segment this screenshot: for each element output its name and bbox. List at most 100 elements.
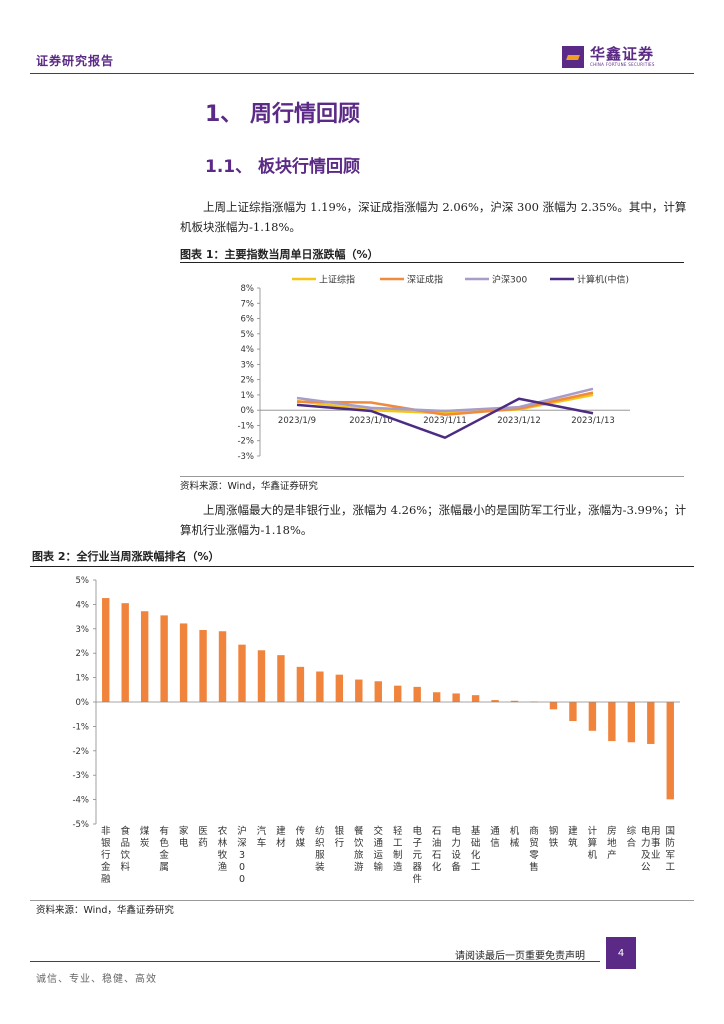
bar — [121, 603, 129, 702]
logo-en-text: CHINA FORTUNE SECURITIES — [590, 62, 655, 67]
y-tick-label: 8% — [241, 284, 255, 294]
x-tick-label: 房地产 — [607, 825, 617, 861]
bar — [238, 644, 246, 702]
figure2-bar-chart: 5% 4% 3% 2% 1% 0% -1% -2% -3% -4% -5% 非银行金融食品饮料煤炭有色… — [72, 576, 680, 885]
bar — [102, 598, 110, 702]
y-tick-label: -3% — [72, 771, 89, 781]
bar — [140, 611, 149, 702]
legend-label: 计算机(中信) — [577, 274, 629, 286]
x-tick-label: 餐饮旅游 — [354, 825, 364, 873]
x-tick-label: 有色金属 — [159, 825, 169, 873]
x-tick-label: 建筑 — [568, 825, 578, 849]
x-tick-label: 2023/1/11 — [423, 416, 467, 426]
x-tick-label: 非银行金融 — [101, 825, 111, 885]
bar — [569, 702, 577, 722]
x-tick-label: 传媒 — [296, 825, 306, 849]
y-tick-label: 4% — [241, 345, 255, 355]
y-tick-label: 5% — [76, 576, 90, 586]
bar — [218, 631, 227, 702]
bar — [179, 623, 188, 702]
y-tick-label: -1% — [237, 421, 254, 431]
y-tick-label: 5% — [241, 330, 255, 340]
bar — [374, 681, 382, 702]
bar — [277, 655, 285, 702]
x-tick-label: 汽车 — [257, 825, 267, 849]
y-tick-label: 2% — [76, 649, 90, 659]
x-tick-label: 通信 — [490, 826, 500, 849]
bar — [549, 702, 558, 710]
y-tick-label: 6% — [241, 315, 255, 325]
y-tick-label: -4% — [72, 796, 89, 806]
company-motto: 诚信、专业、稳健、高效 — [36, 974, 157, 985]
figure2-title: 图表 2：全行业当周涨跌幅排名（%） — [32, 550, 220, 563]
bar — [510, 700, 519, 702]
bar — [666, 702, 674, 800]
bar — [627, 702, 636, 743]
legend-label: 深证成指 — [407, 274, 443, 286]
bar — [394, 685, 402, 702]
figure2-top-rule — [30, 566, 694, 567]
bar — [413, 686, 421, 702]
x-tick-label: 钢铁 — [549, 825, 559, 849]
x-tick-label: 沪深 3 0 0 — [237, 825, 247, 885]
x-tick-label: 交通运输 — [374, 825, 384, 873]
paragraph-2: 上周涨幅最大的是非银行业，涨幅为 4.26%；涨幅最小的是国防军工行业，涨幅为-… — [180, 503, 687, 537]
footer-divider — [30, 961, 600, 962]
logo-cn-text: 华鑫证券 — [590, 45, 655, 63]
figure1-line-chart: 上证综指 深证成指 沪深300 计算机(中信) 8% 7% 6% 5% 4% 3% 2% 1% 0% -1… — [237, 274, 630, 462]
paragraph-1: 上周上证综指涨幅为 1.19%，深证成指涨幅为 2.06%，沪深 300 涨幅为… — [180, 200, 687, 234]
y-tick-label: -2% — [72, 747, 89, 757]
x-tick-label: 家电 — [179, 825, 189, 849]
y-tick-label: -1% — [72, 722, 89, 732]
figure2-bottom-rule — [30, 900, 694, 901]
x-tick-label: 银行 — [335, 825, 345, 849]
y-tick-label: -3% — [237, 452, 254, 462]
bar — [588, 702, 597, 731]
y-tick-label: -2% — [237, 437, 254, 447]
figure2-source: 资料来源：Wind，华鑫证券研究 — [36, 905, 174, 916]
page-number: 4 — [606, 937, 636, 969]
bar — [296, 666, 305, 702]
series-line — [296, 397, 594, 439]
x-tick-label: 2023/1/12 — [497, 416, 541, 426]
x-tick-label: 农林牧渔 — [218, 825, 228, 873]
figure1-bottom-rule — [180, 476, 684, 477]
section-heading: 1、 周行情回顾 — [205, 102, 360, 127]
x-tick-label: 计算机 — [588, 825, 598, 861]
x-tick-label: 建材 — [276, 825, 286, 849]
company-logo: 华鑫证券 CHINA FORTUNE SECURITIES — [562, 46, 655, 68]
x-tick-label: 2023/1/10 — [349, 416, 393, 426]
legend-label: 上证综指 — [319, 274, 355, 286]
x-tick-label: 综合 — [627, 825, 637, 849]
y-tick-label: 4% — [76, 600, 90, 610]
bar — [199, 630, 207, 702]
x-tick-label: 电力及公 — [641, 825, 651, 873]
y-tick-label: 1% — [76, 674, 90, 684]
x-tick-label: 轻工制造 — [393, 825, 403, 873]
figure1-title: 图表 1：主要指数当周单日涨跌幅（%） — [180, 248, 379, 261]
y-tick-label: 2% — [241, 376, 255, 386]
y-tick-label: 1% — [241, 391, 255, 401]
x-tick-label: 电力设备 — [451, 825, 461, 873]
disclaimer-note: 请阅读最后一页重要免责声明 — [455, 951, 585, 962]
bar — [335, 674, 344, 702]
bar — [316, 671, 324, 702]
bar — [647, 702, 655, 744]
bar — [608, 702, 616, 742]
header-divider — [30, 73, 694, 74]
x-tick-label: 2023/1/9 — [278, 416, 316, 426]
subsection-heading: 1.1、 板块行情回顾 — [205, 157, 361, 177]
y-tick-label: 3% — [76, 625, 90, 635]
x-tick-label: 机械 — [510, 825, 520, 849]
series-line — [296, 387, 594, 413]
report-type-label: 证券研究报告 — [36, 54, 115, 68]
bar — [432, 692, 441, 702]
bar — [257, 650, 266, 702]
x-tick-label: 石油石化 — [432, 826, 442, 873]
x-tick-label: 食品饮料 — [120, 825, 130, 873]
bar — [452, 693, 460, 702]
y-tick-label: 3% — [241, 360, 255, 370]
bar — [491, 700, 499, 702]
x-tick-label: 电子元器件 — [412, 825, 422, 885]
legend-label: 沪深300 — [492, 274, 527, 286]
